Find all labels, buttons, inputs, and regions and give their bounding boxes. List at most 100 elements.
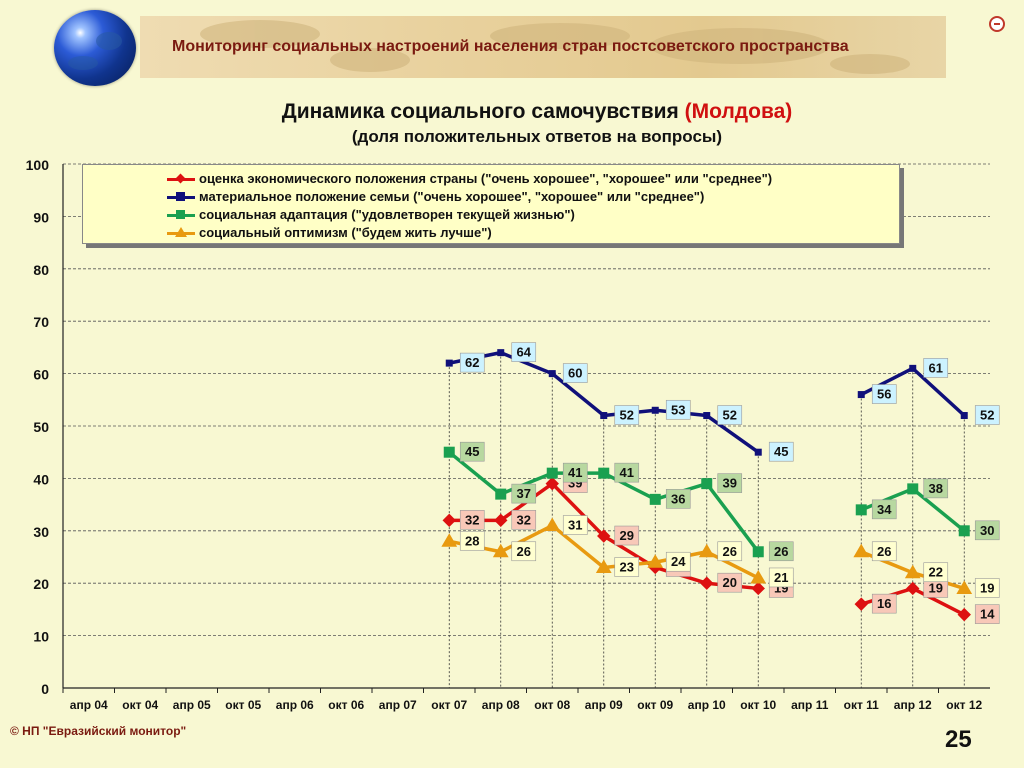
y-tick-label: 60 [33,367,49,383]
y-tick-label: 50 [33,419,49,435]
square-marker-icon [176,210,185,219]
data-label: 26 [877,544,891,559]
data-point [443,446,455,458]
data-point [494,513,508,528]
data-label-box [511,342,537,362]
x-tick-label: апр 04 [70,698,108,712]
y-tick-label: 0 [41,681,49,697]
data-point [751,581,765,596]
data-label-box [511,541,537,562]
x-tick-label: апр 09 [585,698,623,712]
data-label: 60 [568,366,582,381]
triangle-marker-icon [175,227,187,237]
data-point [598,467,610,479]
y-tick-label: 10 [33,629,49,645]
x-tick-label: окт 07 [431,698,467,712]
data-point [907,483,919,495]
data-label: 31 [568,518,582,533]
x-tick-label: окт 04 [122,698,158,712]
data-label-box [614,462,640,483]
data-label-box [511,510,537,530]
x-tick-label: апр 06 [276,698,314,712]
data-point [703,412,711,420]
data-point [957,607,971,622]
data-point [544,517,561,532]
data-label: 45 [465,444,479,459]
data-label-box [871,593,897,614]
data-label-box [871,499,897,520]
data-label-box [562,462,588,483]
data-label-box [717,541,743,562]
data-point [600,412,608,420]
data-label: 52 [723,408,737,423]
data-label-box [923,562,949,583]
data-point [853,543,870,558]
data-point [698,543,715,558]
data-label: 14 [980,607,995,622]
data-label-box [974,578,1000,598]
chart-title-country: (Молдова) [684,100,793,123]
data-label: 45 [774,444,788,459]
data-label: 39 [723,476,737,491]
data-label-box [923,358,949,378]
data-label: 30 [980,523,994,538]
data-label: 19 [929,580,943,595]
y-tick-label: 30 [33,524,49,540]
x-tick-label: апр 08 [482,698,520,712]
data-point [445,359,453,367]
data-point [597,529,611,543]
data-point [442,513,456,528]
data-label: 52 [980,408,994,423]
data-point [548,370,556,378]
data-label-box [614,405,640,425]
x-tick-label: апр 07 [379,698,417,712]
x-tick-label: окт 12 [946,698,982,712]
data-label-box [768,441,794,462]
header-banner: Мониторинг социальных настроений населен… [140,16,946,78]
data-label: 32 [465,512,479,527]
data-point [495,488,507,500]
x-tick-label: апр 12 [894,698,932,712]
x-tick-label: апр 11 [791,698,829,712]
data-label: 26 [774,544,788,559]
data-point [647,554,664,568]
y-tick-label: 40 [33,471,49,487]
data-label-box [717,572,743,593]
chart-title: Динамика социального самочувствия (Молдо… [281,100,793,123]
x-tick-label: окт 08 [534,698,570,712]
data-label: 29 [620,528,634,543]
data-label-box [459,510,485,530]
data-label: 34 [877,502,892,517]
data-label: 37 [517,486,531,501]
data-point [701,478,713,490]
data-label: 16 [877,596,891,611]
data-label: 32 [517,512,531,527]
data-label: 19 [980,580,994,595]
data-label-box [614,525,640,546]
data-label: 20 [723,575,737,590]
x-tick-label: апр 05 [173,698,211,712]
data-label: 23 [620,559,634,574]
y-tick-label: 100 [26,157,50,173]
page-number: 25 [945,726,972,753]
logo-badge-icon [989,16,1005,32]
y-tick-label: 90 [33,209,49,225]
data-label-box [459,530,485,551]
data-point [497,349,505,357]
data-point [855,504,867,516]
data-point [857,391,865,399]
data-label-box [717,473,743,493]
data-label-box [768,541,794,562]
data-point [700,576,714,590]
data-label: 38 [929,481,943,496]
data-label: 21 [774,570,788,585]
data-point [958,525,970,537]
x-tick-label: апр 10 [688,698,726,712]
chart-legend: оценка экономического положения страны (… [82,164,900,244]
data-point [545,476,559,491]
data-label: 64 [517,345,532,360]
data-point [909,364,917,372]
data-label-box [665,399,691,420]
data-label: 56 [877,387,891,402]
